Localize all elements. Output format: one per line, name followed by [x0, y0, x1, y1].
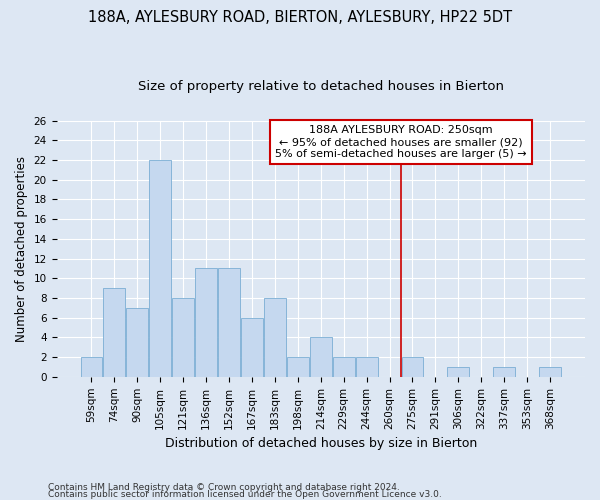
Y-axis label: Number of detached properties: Number of detached properties	[15, 156, 28, 342]
Text: 188A AYLESBURY ROAD: 250sqm
← 95% of detached houses are smaller (92)
5% of semi: 188A AYLESBURY ROAD: 250sqm ← 95% of det…	[275, 126, 527, 158]
Bar	[539, 367, 561, 377]
Bar	[172, 298, 194, 377]
Bar	[127, 308, 148, 377]
Bar	[103, 288, 125, 377]
Bar	[241, 318, 263, 377]
Bar	[448, 367, 469, 377]
Bar	[287, 357, 309, 377]
Title: Size of property relative to detached houses in Bierton: Size of property relative to detached ho…	[138, 80, 504, 93]
Bar	[218, 268, 240, 377]
Bar	[195, 268, 217, 377]
Text: Contains public sector information licensed under the Open Government Licence v3: Contains public sector information licen…	[48, 490, 442, 499]
Bar	[264, 298, 286, 377]
X-axis label: Distribution of detached houses by size in Bierton: Distribution of detached houses by size …	[164, 437, 477, 450]
Bar	[310, 338, 332, 377]
Bar	[401, 357, 424, 377]
Text: 188A, AYLESBURY ROAD, BIERTON, AYLESBURY, HP22 5DT: 188A, AYLESBURY ROAD, BIERTON, AYLESBURY…	[88, 10, 512, 25]
Bar	[493, 367, 515, 377]
Bar	[356, 357, 377, 377]
Text: Contains HM Land Registry data © Crown copyright and database right 2024.: Contains HM Land Registry data © Crown c…	[48, 484, 400, 492]
Bar	[149, 160, 171, 377]
Bar	[333, 357, 355, 377]
Bar	[80, 357, 103, 377]
